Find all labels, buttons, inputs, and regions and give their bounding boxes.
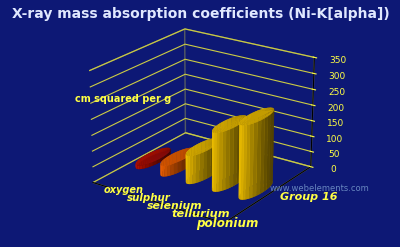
Text: X-ray mass absorption coefficients (Ni-K[alpha]): X-ray mass absorption coefficients (Ni-K…	[12, 7, 390, 21]
